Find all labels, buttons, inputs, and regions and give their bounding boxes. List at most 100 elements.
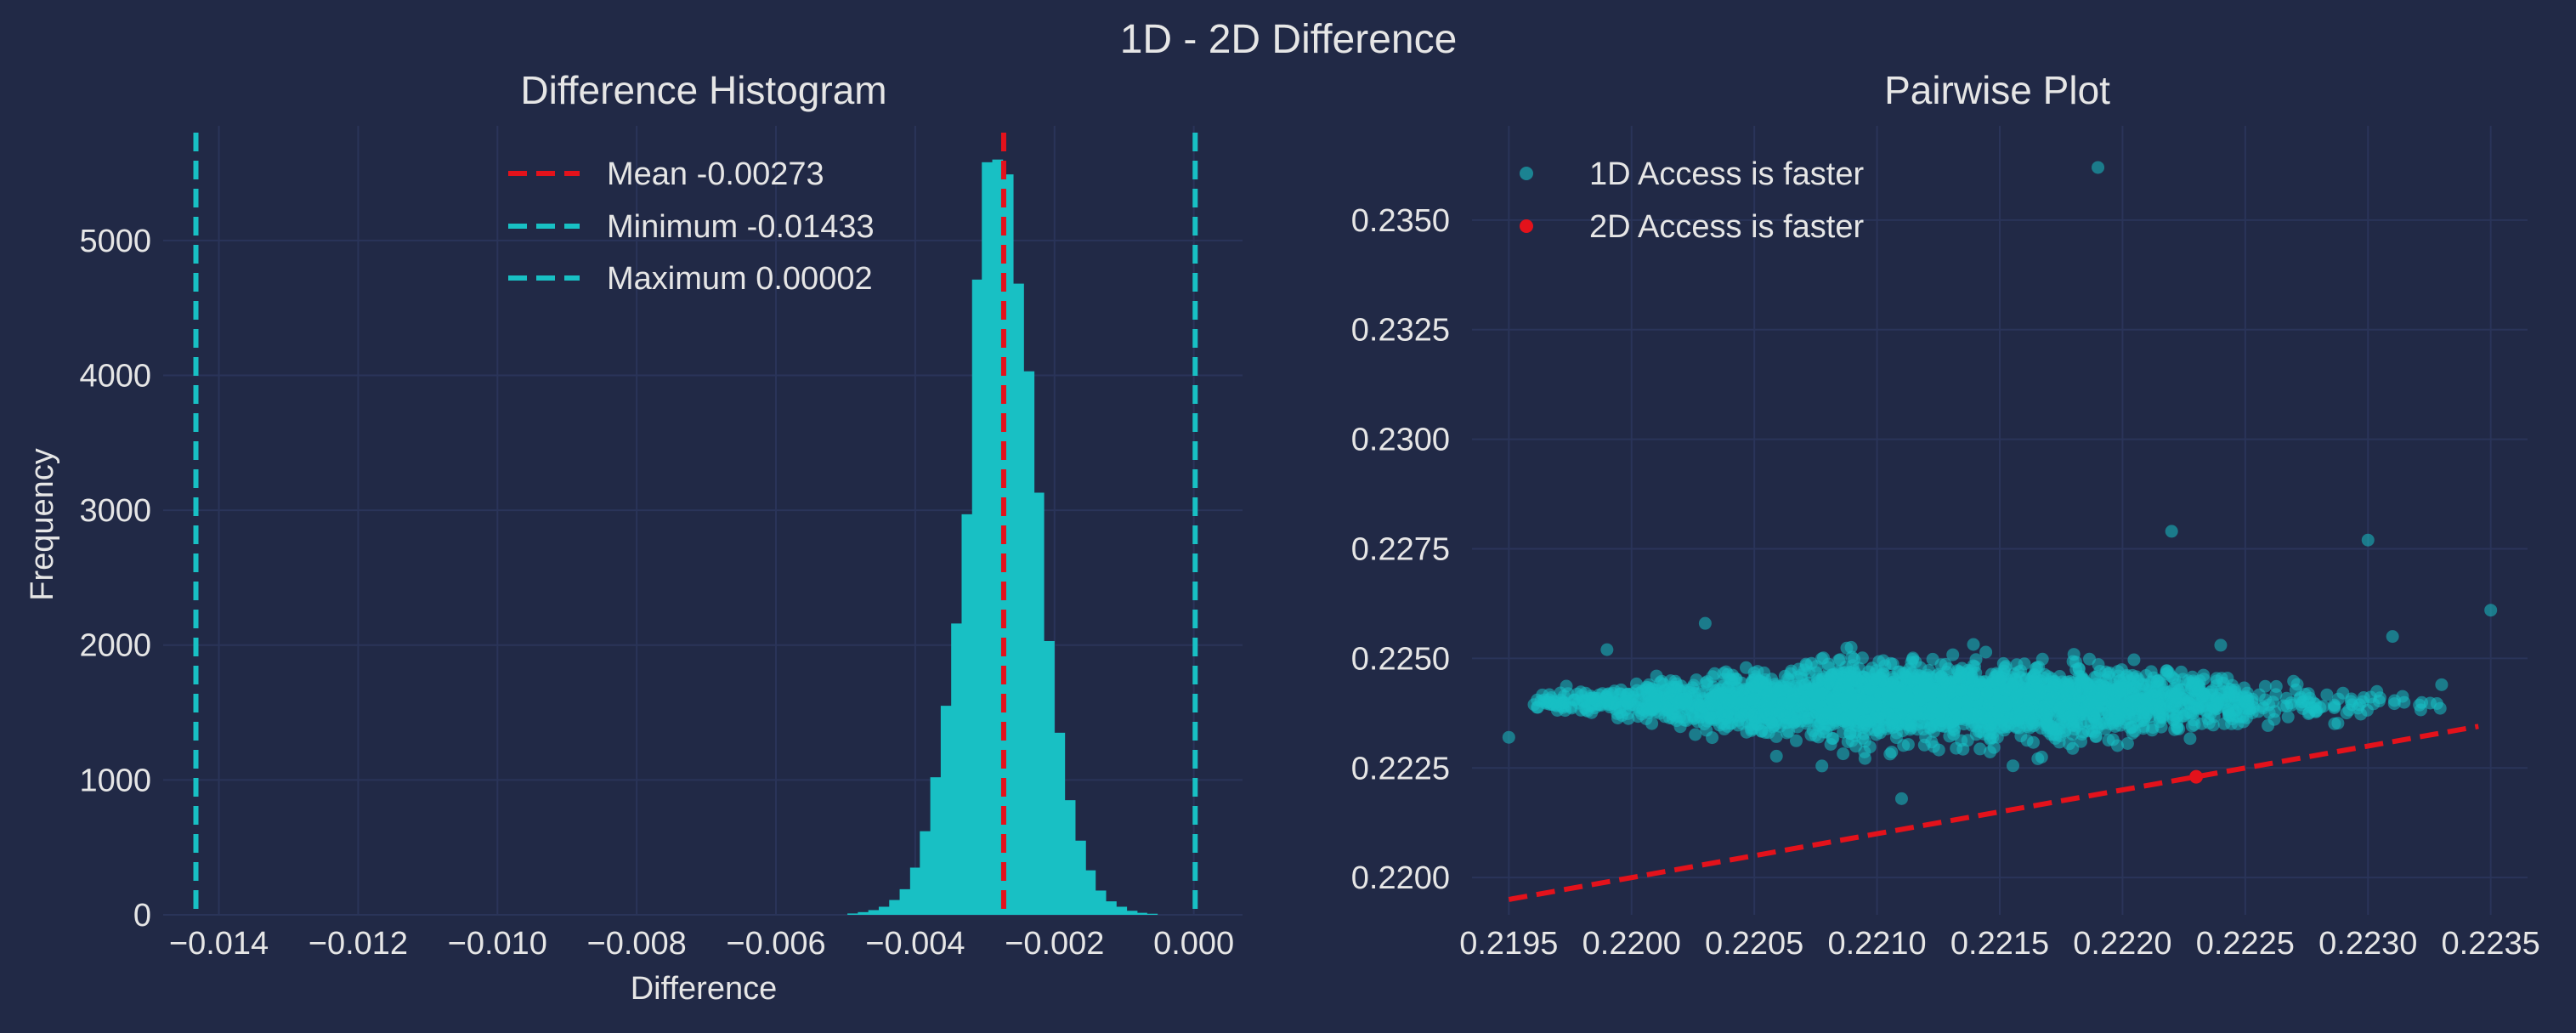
scatter-point-1d-faster — [1897, 739, 1911, 752]
scatter-point-1d-faster — [1740, 661, 1752, 674]
scatter-point-1d-faster — [2095, 699, 2109, 712]
legend-label-2d-faster: 2D Access is faster — [1589, 209, 1864, 245]
scatter-point-1d-faster — [1653, 676, 1667, 690]
scatter-point-1d-faster — [2030, 672, 2043, 685]
histogram-bar — [1013, 283, 1024, 916]
scatter-point-1d-faster — [1747, 692, 1760, 706]
scatter-point-1d-faster — [2435, 678, 2449, 691]
scatter-point-1d-faster — [1926, 701, 1939, 714]
scatter-point-1d-faster — [1991, 706, 2005, 719]
scatter-point-1d-faster — [1991, 694, 2005, 707]
scatter-point-1d-faster — [2119, 716, 2132, 729]
scatter-point-1d-faster — [1673, 720, 1687, 734]
scatter-point-1d-faster — [1868, 673, 1882, 686]
histogram-bar — [868, 910, 880, 915]
pairwise-y-tick-label: 0.2350 — [1351, 203, 1450, 239]
scatter-point-1d-faster — [2183, 732, 2197, 746]
scatter-point-1d-faster — [2014, 664, 2028, 678]
scatter-point-1d-faster — [2106, 733, 2120, 746]
scatter-point-1d-faster — [1769, 729, 1783, 743]
legend-label-mean: Mean -0.00273 — [607, 156, 824, 192]
histogram-bar — [961, 514, 973, 915]
scatter-point-1d-faster — [1845, 697, 1859, 711]
scatter-point-1d-faster — [1967, 638, 1980, 651]
histogram-y-tick-label: 2000 — [79, 628, 151, 664]
histogram-bar — [971, 279, 983, 915]
histogram-x-tick-label: −0.004 — [865, 926, 965, 962]
scatter-point-1d-faster — [2081, 677, 2094, 690]
scatter-point-1d-faster — [2295, 695, 2308, 709]
pairwise-x-tick-label: 0.2200 — [1582, 926, 1681, 962]
scatter-point-2d-faster — [2189, 769, 2204, 784]
scatter-point-1d-faster — [2087, 709, 2101, 723]
scatter-point-1d-faster — [1726, 668, 1740, 682]
histogram-bar — [1064, 800, 1076, 915]
scatter-point-1d-faster — [1759, 677, 1773, 690]
scatter-point-1d-faster — [1698, 616, 1712, 630]
legend-marker-2d-faster — [1520, 219, 1533, 233]
scatter-point-1d-faster — [2386, 630, 2399, 644]
scatter-point-1d-faster — [1678, 697, 1690, 711]
pairwise-points-1d-faster — [1502, 161, 2498, 805]
scatter-point-1d-faster — [2033, 687, 2047, 701]
scatter-point-1d-faster — [2171, 709, 2184, 723]
scatter-point-1d-faster — [2215, 672, 2228, 685]
scatter-point-1d-faster — [1585, 692, 1599, 705]
scatter-point-1d-faster — [2269, 679, 2283, 693]
scatter-point-1d-faster — [1930, 669, 1944, 683]
histogram-bar — [940, 706, 952, 915]
pairwise-x-tick-label: 0.2235 — [2442, 926, 2540, 962]
pairwise-grid — [1472, 126, 2528, 915]
scatter-point-1d-faster — [2226, 678, 2239, 692]
scatter-point-1d-faster — [1659, 700, 1672, 713]
scatter-point-1d-faster — [1806, 724, 1820, 738]
histogram-y-tick-label: 1000 — [79, 763, 151, 798]
histogram-x-tick-label: −0.014 — [169, 926, 269, 962]
scatter-point-1d-faster — [2038, 700, 2051, 713]
scatter-point-1d-faster — [1837, 747, 1850, 761]
scatter-point-1d-faster — [1886, 657, 1899, 671]
histogram-x-axis-label: Difference — [631, 971, 778, 1007]
histogram-x-ticks: −0.014 −0.012 −0.010 −0.008 −0.006 −0.004 −0.0… — [169, 926, 1234, 962]
scatter-point-1d-faster — [1786, 716, 1800, 729]
scatter-point-1d-faster — [2139, 693, 2153, 707]
histogram-bar — [1126, 911, 1138, 915]
scatter-point-1d-faster — [1899, 666, 1912, 679]
histogram-bar — [982, 162, 993, 916]
histogram-reference-lines — [193, 133, 1198, 915]
scatter-point-1d-faster — [1969, 728, 1983, 741]
scatter-point-1d-faster — [1760, 688, 1774, 701]
scatter-point-1d-faster — [1955, 734, 1968, 747]
scatter-point-1d-faster — [1942, 717, 1956, 730]
scatter-point-1d-faster — [1689, 728, 1702, 741]
scatter-point-1d-faster — [1923, 689, 1937, 702]
scatter-point-1d-faster — [1844, 640, 1858, 654]
scatter-point-1d-faster — [2149, 685, 2162, 699]
scatter-point-1d-faster — [2280, 699, 2294, 712]
scatter-point-1d-faster — [2000, 673, 2013, 686]
scatter-point-1d-faster — [1934, 658, 1948, 672]
histogram-x-tick-label: −0.010 — [448, 926, 547, 962]
pairwise-x-tick-label: 0.2210 — [1827, 926, 1926, 962]
histogram-bar — [909, 867, 921, 915]
scatter-point-1d-faster — [1578, 701, 1592, 715]
scatter-point-1d-faster — [1645, 717, 1659, 730]
pairwise-x-tick-label: 0.2220 — [2073, 926, 2171, 962]
scatter-point-1d-faster — [1658, 710, 1672, 724]
scatter-point-1d-faster — [1859, 718, 1872, 732]
scatter-point-1d-faster — [2083, 652, 2096, 666]
legend-marker-1d-faster — [1520, 167, 1533, 180]
histogram-bar — [878, 906, 890, 915]
histogram-x-tick-label: −0.012 — [309, 926, 408, 962]
scatter-point-1d-faster — [1888, 696, 1901, 709]
pairwise-legend: 1D Access is faster 2D Access is faster — [1520, 156, 1864, 245]
scatter-point-1d-faster — [1858, 746, 1871, 758]
scatter-point-1d-faster — [1818, 722, 1832, 735]
scatter-point-1d-faster — [2331, 717, 2345, 730]
scatter-point-1d-faster — [2331, 692, 2345, 706]
scatter-point-1d-faster — [2092, 161, 2105, 174]
scatter-point-1d-faster — [1980, 686, 1994, 700]
scatter-point-1d-faster — [2066, 728, 2080, 741]
scatter-point-1d-faster — [2211, 701, 2224, 715]
scatter-point-1d-faster — [2199, 690, 2211, 703]
